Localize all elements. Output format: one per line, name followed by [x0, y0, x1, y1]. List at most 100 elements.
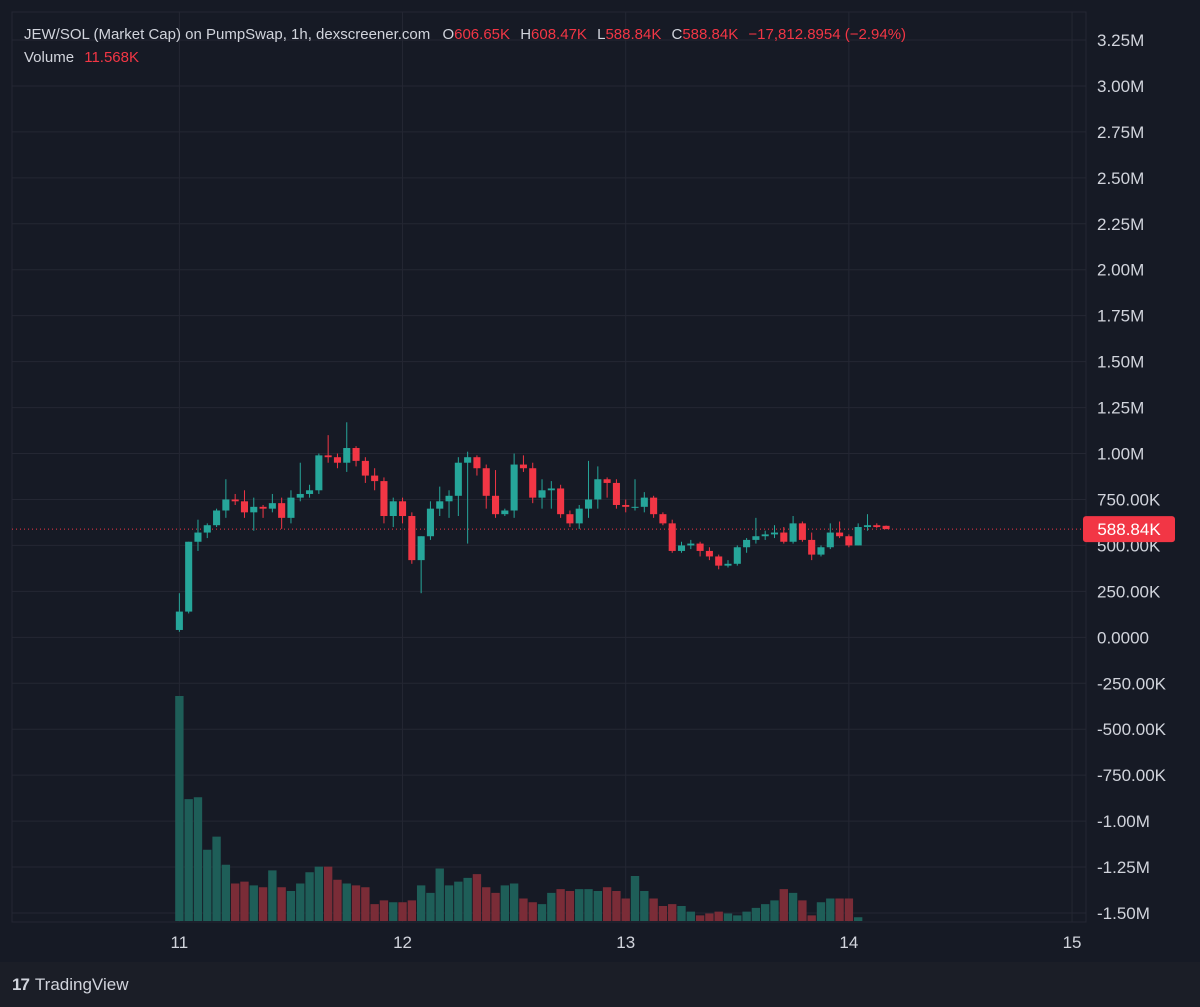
- x-tick-label: 11: [171, 933, 189, 952]
- candle-body: [557, 488, 565, 515]
- candle-body: [491, 495, 500, 515]
- volume-bar: [230, 883, 240, 921]
- volume-bar: [853, 917, 863, 921]
- volume-bar: [221, 864, 231, 921]
- volume-bar: [677, 906, 686, 921]
- volume-bar: [472, 874, 482, 921]
- candle-body: [231, 499, 239, 502]
- candlestick-chart[interactable]: 3.25M 3.00M 2.75M 2.50M 2.25M 2.00M 1.75M 1.50M…: [0, 0, 1200, 962]
- volume-bar: [193, 797, 203, 921]
- candle-body: [743, 539, 751, 548]
- volume-bar: [379, 900, 389, 921]
- volume-bar: [361, 887, 370, 921]
- volume-bar: [770, 900, 779, 921]
- open-value: 606.65K: [454, 26, 511, 43]
- candle-body: [203, 525, 211, 533]
- volume-bar: [286, 891, 296, 921]
- volume-bar: [277, 887, 286, 921]
- candle-body: [259, 506, 267, 509]
- candle-body: [845, 536, 853, 546]
- volume-bar: [649, 898, 658, 921]
- candle-body: [399, 501, 407, 517]
- high-value: 608.47K: [531, 26, 587, 43]
- volume-bar: [175, 696, 184, 921]
- volume-bar: [203, 849, 212, 921]
- candle-body: [724, 563, 732, 566]
- chart-area[interactable]: 3.25M 3.00M 2.75M 2.50M 2.25M 2.00M 1.75M 1.50M…: [0, 0, 1200, 962]
- candle-body: [575, 508, 583, 524]
- candle-body: [426, 508, 434, 537]
- candle-body: [640, 497, 648, 507]
- tradingview-footer[interactable]: 17 TradingView: [12, 975, 128, 995]
- candle-body: [482, 468, 490, 496]
- volume-bar: [798, 900, 807, 921]
- y-tick-label: -250.00K: [1097, 674, 1167, 693]
- volume-bar: [389, 902, 398, 921]
- volume-bar: [444, 885, 454, 921]
- candle-body: [464, 457, 472, 463]
- candle-body: [519, 464, 527, 469]
- volume-value: 11.568K: [84, 49, 139, 66]
- candle-body: [454, 462, 462, 496]
- candle-body: [268, 503, 276, 509]
- candle-body: [175, 611, 183, 630]
- tradingview-logo-icon: 17: [12, 975, 30, 994]
- y-tick-label: 0.0000: [1097, 628, 1149, 647]
- volume-bar: [407, 900, 417, 921]
- candle-body: [194, 532, 202, 542]
- volume-label: Volume: [24, 49, 75, 66]
- volume-bar: [733, 915, 742, 921]
- candle-body: [538, 490, 546, 498]
- volume-bar: [612, 891, 621, 921]
- volume-bar: [742, 911, 751, 921]
- last-price-badge: [1083, 516, 1175, 543]
- y-tick-label: 750.00K: [1097, 490, 1161, 509]
- volume-bar: [547, 892, 556, 921]
- candle-body: [808, 539, 816, 555]
- candle-body: [780, 532, 788, 542]
- candle-body: [333, 457, 341, 463]
- tradingview-brand: TradingView: [34, 975, 129, 994]
- volume-bar: [761, 904, 770, 921]
- close-value: 588.84K: [682, 26, 739, 43]
- y-tick-label: 2.75M: [1097, 123, 1144, 142]
- volume-bar: [416, 885, 426, 921]
- candle-body: [501, 510, 509, 515]
- volume-bar: [454, 881, 463, 921]
- volume-bar: [500, 885, 510, 921]
- candle-body: [677, 545, 686, 551]
- candle-body: [306, 490, 314, 494]
- y-tick-label: -1.00M: [1097, 812, 1150, 831]
- volume-bar: [323, 866, 333, 921]
- candle-body: [770, 532, 779, 535]
- volume-bar: [751, 907, 761, 921]
- volume-bar: [723, 913, 733, 921]
- volume-bar: [305, 872, 314, 921]
- candle-body: [417, 536, 425, 561]
- candle-body: [789, 523, 797, 542]
- candle-body: [361, 460, 369, 476]
- candle-body: [752, 536, 760, 540]
- volume-bar: [621, 898, 630, 921]
- candle-body: [659, 514, 667, 524]
- candle-body: [733, 547, 741, 564]
- y-tick-label: -750.00K: [1097, 766, 1167, 785]
- volume-bar: [695, 915, 705, 921]
- volume-bar: [640, 891, 649, 921]
- volume-bar: [491, 892, 500, 921]
- volume-bar: [249, 885, 258, 921]
- y-tick-label: 1.00M: [1097, 445, 1144, 464]
- y-tick-label: 1.50M: [1097, 353, 1144, 372]
- candle-body: [696, 543, 704, 551]
- volume-bar: [398, 902, 407, 921]
- y-tick-label: 1.75M: [1097, 307, 1144, 326]
- candle-body: [668, 523, 676, 551]
- plot-frame: [11, 11, 1087, 923]
- candle-body: [185, 541, 193, 612]
- candle-body: [408, 516, 416, 561]
- y-tick-label: 2.25M: [1097, 215, 1144, 234]
- y-tick-label: -500.00K: [1097, 720, 1167, 739]
- candle-body: [863, 525, 872, 528]
- close-label: C: [671, 26, 683, 43]
- candle-body: [296, 493, 304, 498]
